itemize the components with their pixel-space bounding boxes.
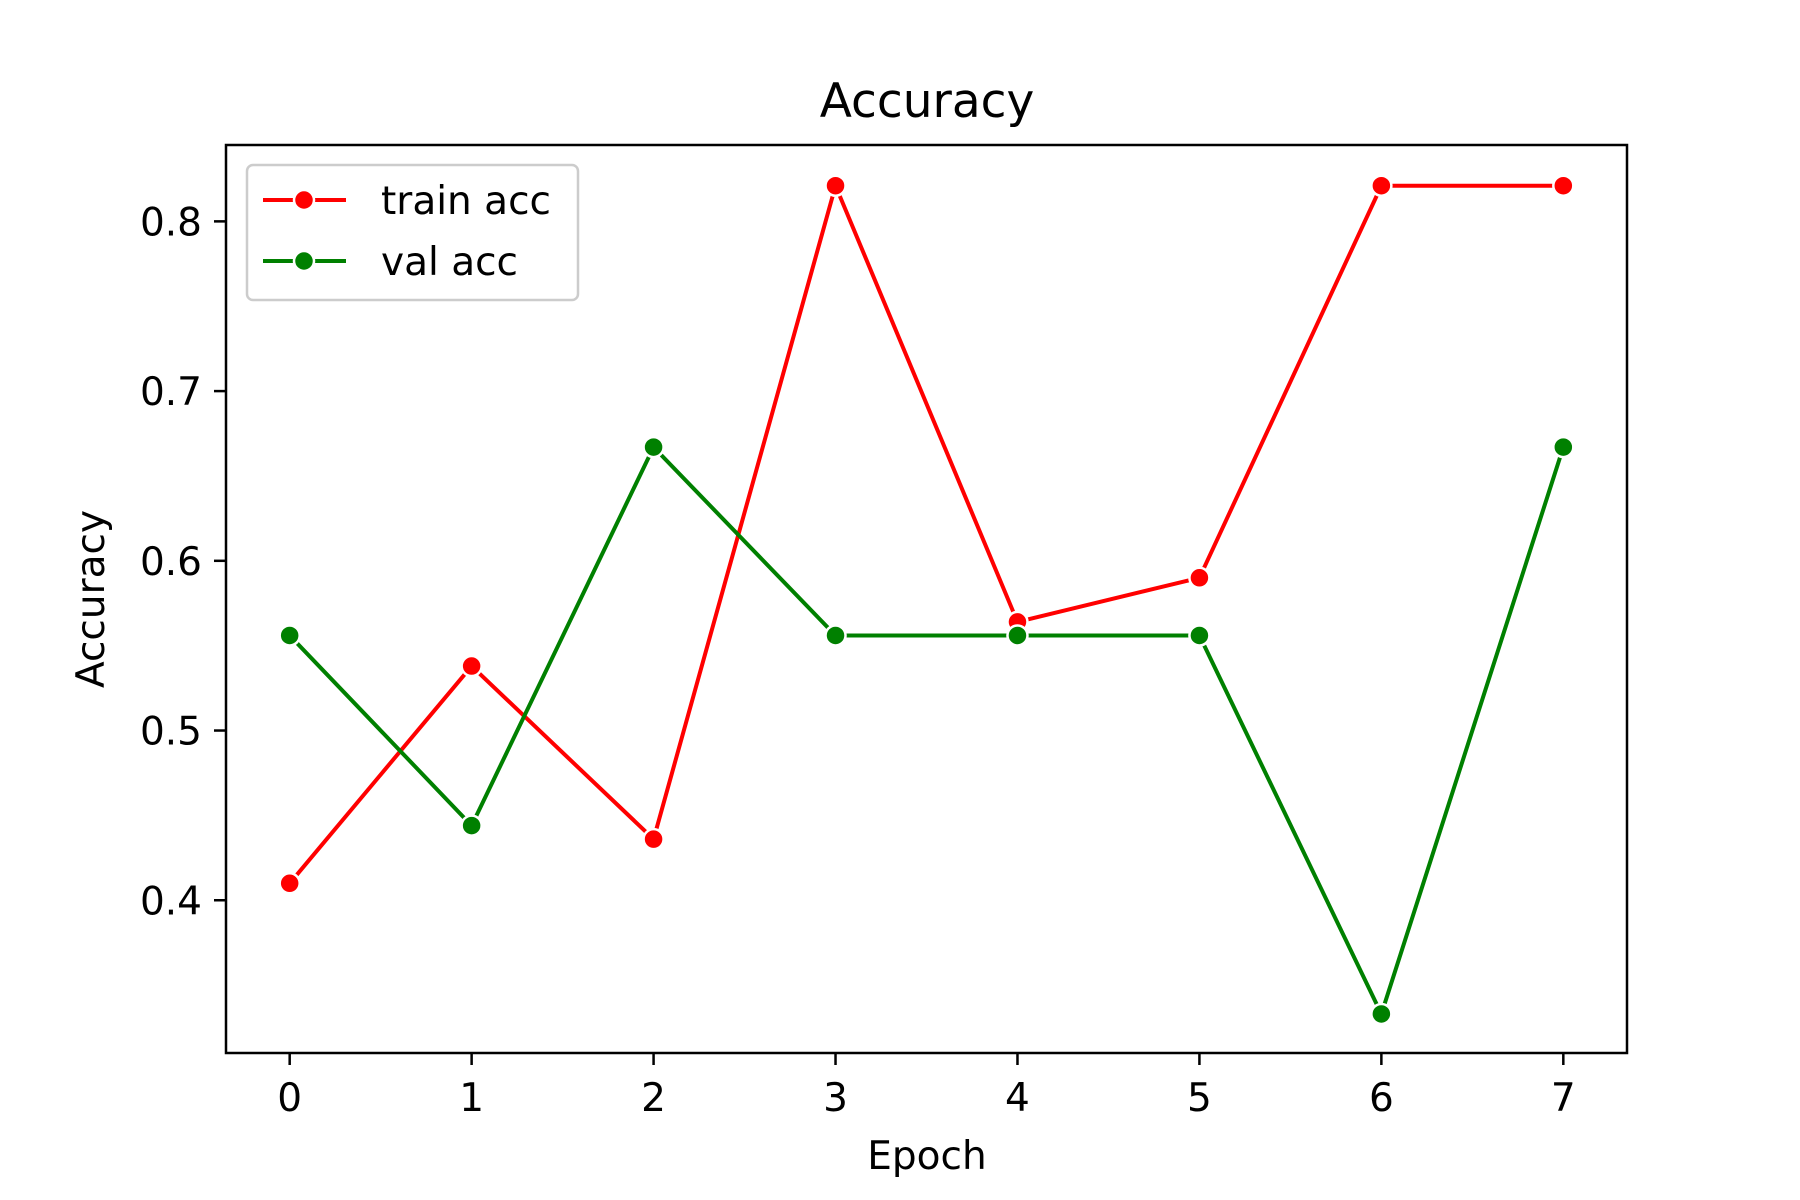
x-axis: 0 1 2 3 4 5 6 7 (277, 1053, 1576, 1121)
y-axis: 0.4 0.5 0.6 0.7 0.8 (140, 200, 226, 924)
plot-frame (224, 143, 1629, 1055)
x-tick-label: 1 (459, 1076, 484, 1121)
data-point-train-acc (460, 654, 483, 678)
x-tick-label: 7 (1551, 1076, 1576, 1121)
data-point-val-acc (1370, 1002, 1393, 1026)
legend-label-val-acc: val acc (381, 240, 518, 285)
data-point-train-acc (642, 827, 665, 851)
legend-marker-train-acc (292, 188, 316, 212)
legend-marker-val-acc (292, 249, 316, 273)
data-point-val-acc (1006, 624, 1029, 647)
x-tick-label: 5 (1187, 1076, 1212, 1121)
data-point-train-acc (1188, 566, 1211, 590)
data-point-val-acc (1552, 435, 1575, 459)
series-layer (278, 174, 1575, 1026)
data-point-val-acc (824, 624, 847, 647)
chart-title: Accuracy (820, 74, 1035, 129)
series-line-train-acc (287, 183, 1566, 886)
x-tick-label: 4 (1005, 1076, 1030, 1121)
y-tick-label: 0.8 (140, 200, 202, 245)
data-point-train-acc (824, 174, 847, 197)
legend-label-train-acc: train acc (381, 179, 551, 224)
data-point-train-acc (1370, 174, 1393, 197)
data-point-train-acc (1552, 174, 1575, 197)
data-point-val-acc (642, 435, 665, 459)
y-tick-label: 0.5 (140, 710, 202, 755)
y-axis-title: Accuracy (69, 510, 114, 688)
data-point-train-acc (278, 872, 301, 895)
data-point-val-acc (460, 814, 483, 837)
x-tick-label: 2 (641, 1076, 666, 1121)
series-line-val-acc (287, 445, 1566, 1016)
data-point-val-acc (1188, 624, 1211, 647)
y-tick-label: 0.7 (140, 370, 202, 415)
y-tick-label: 0.4 (140, 879, 202, 924)
x-tick-label: 3 (823, 1076, 848, 1121)
y-tick-label: 0.6 (140, 540, 202, 585)
data-point-val-acc (278, 624, 301, 647)
legend: train acc val acc (245, 163, 580, 302)
x-axis-title: Epoch (867, 1134, 986, 1179)
x-tick-label: 6 (1369, 1076, 1394, 1121)
x-tick-label: 0 (277, 1076, 302, 1121)
